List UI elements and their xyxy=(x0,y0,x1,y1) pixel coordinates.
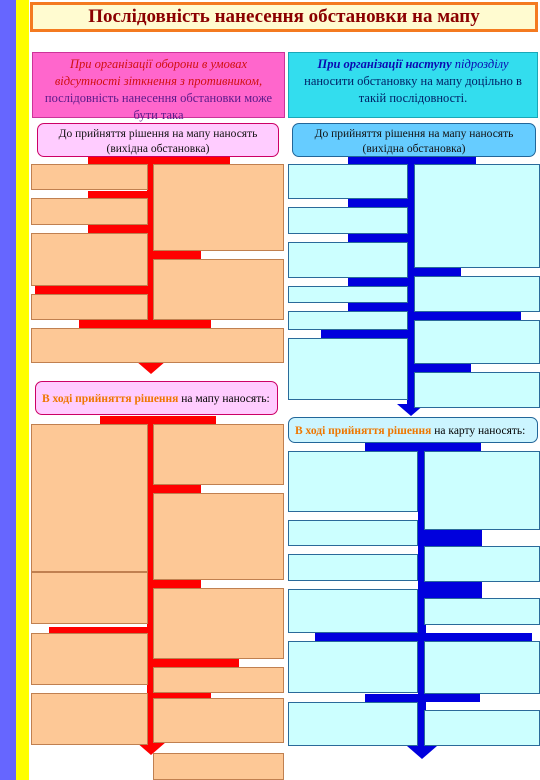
offense-box xyxy=(424,546,540,582)
defense-box xyxy=(31,572,148,624)
offense-box xyxy=(288,311,408,330)
defense-box xyxy=(31,294,148,320)
defense-box xyxy=(153,259,284,320)
offense-box xyxy=(288,589,418,633)
offense-decision-highlight: В ході прийняття рішення xyxy=(295,425,432,437)
defense-connector xyxy=(88,191,153,199)
offense-box xyxy=(424,641,540,694)
offense-connector xyxy=(348,199,414,207)
defense-arrow-head xyxy=(136,742,166,755)
defense-trunk xyxy=(147,157,155,362)
offense-box xyxy=(288,702,418,746)
offense-connector xyxy=(348,303,414,311)
left-blue-stripe xyxy=(0,0,16,780)
defense-connector xyxy=(35,286,153,294)
defense-header-rest: послідовність нанесення обстановки може … xyxy=(44,91,273,122)
defense-box xyxy=(153,493,284,580)
offense-box xyxy=(414,164,540,268)
offense-box xyxy=(414,320,540,364)
defense-header: При організації оборони в умовах відсутн… xyxy=(32,52,285,122)
defense-trunk xyxy=(147,416,155,743)
left-yellow-stripe xyxy=(16,0,29,780)
offense-box xyxy=(288,286,408,303)
offense-box xyxy=(288,520,418,546)
defense-initial-caption: До прийняття рішення на мапу наносять (в… xyxy=(37,123,279,157)
offense-box xyxy=(288,164,408,199)
defense-decision-rest: на мапу наносять: xyxy=(181,393,270,405)
defense-box xyxy=(153,588,284,659)
defense-box xyxy=(153,667,284,693)
offense-box xyxy=(414,276,540,312)
offense-connector xyxy=(422,530,482,546)
defense-connector xyxy=(151,659,239,667)
offense-connector xyxy=(411,312,521,320)
defense-header-italic: При організації оборони в умовах відсутн… xyxy=(54,57,263,88)
offense-connector xyxy=(411,268,461,276)
defense-connector xyxy=(49,627,153,635)
defense-box xyxy=(153,164,284,251)
defense-connector xyxy=(79,320,211,328)
offense-header-rest: наносити обстановку на мапу доцільно в т… xyxy=(304,74,522,105)
defense-connector xyxy=(88,157,230,165)
offense-box xyxy=(414,372,540,408)
offense-box xyxy=(288,554,418,581)
offense-header: При організації наступу підрозділу нанос… xyxy=(288,52,538,118)
offense-connector xyxy=(321,330,414,338)
offense-box xyxy=(424,451,540,530)
defense-connector xyxy=(151,251,201,259)
defense-box xyxy=(31,233,148,286)
defense-box xyxy=(31,328,284,363)
offense-box xyxy=(288,641,418,693)
defense-decision-caption: В ході прийняття рішення на мапу наносят… xyxy=(35,381,278,415)
defense-connector xyxy=(151,485,201,493)
offense-connector xyxy=(422,582,482,598)
offense-decision-caption: В ході прийняття рішення на карту нанося… xyxy=(288,417,538,443)
defense-connector xyxy=(151,690,211,698)
offense-header-bold: При організації наступу xyxy=(317,57,452,71)
offense-box xyxy=(288,338,408,400)
page-title: Послідовність нанесення обстановки на ма… xyxy=(30,2,538,32)
defense-box xyxy=(31,198,148,225)
offense-decision-rest: на карту наносять: xyxy=(434,425,526,437)
defense-box xyxy=(153,753,284,780)
offense-connector xyxy=(365,694,480,702)
defense-box xyxy=(31,693,148,745)
offense-box xyxy=(424,598,540,625)
offense-arrow-head xyxy=(407,746,437,759)
defense-connector xyxy=(100,416,216,424)
defense-arrow-head xyxy=(136,361,166,374)
defense-box xyxy=(153,424,284,485)
offense-box xyxy=(424,710,540,746)
offense-box xyxy=(288,207,408,234)
defense-box xyxy=(31,164,148,190)
defense-connector xyxy=(88,225,153,233)
defense-decision-highlight: В ході прийняття рішення xyxy=(42,393,179,405)
offense-box xyxy=(288,451,418,512)
offense-header-italic: підрозділу xyxy=(454,57,509,71)
defense-box xyxy=(153,698,284,743)
offense-box xyxy=(288,242,408,278)
offense-initial-caption: До прийняття рішення на мапу наносять (в… xyxy=(292,123,536,157)
defense-box xyxy=(31,424,148,572)
defense-connector xyxy=(151,580,201,588)
offense-connector xyxy=(348,278,414,286)
defense-box xyxy=(31,633,148,685)
offense-connector xyxy=(315,633,532,641)
offense-connector xyxy=(348,234,414,242)
offense-connector xyxy=(411,364,471,372)
